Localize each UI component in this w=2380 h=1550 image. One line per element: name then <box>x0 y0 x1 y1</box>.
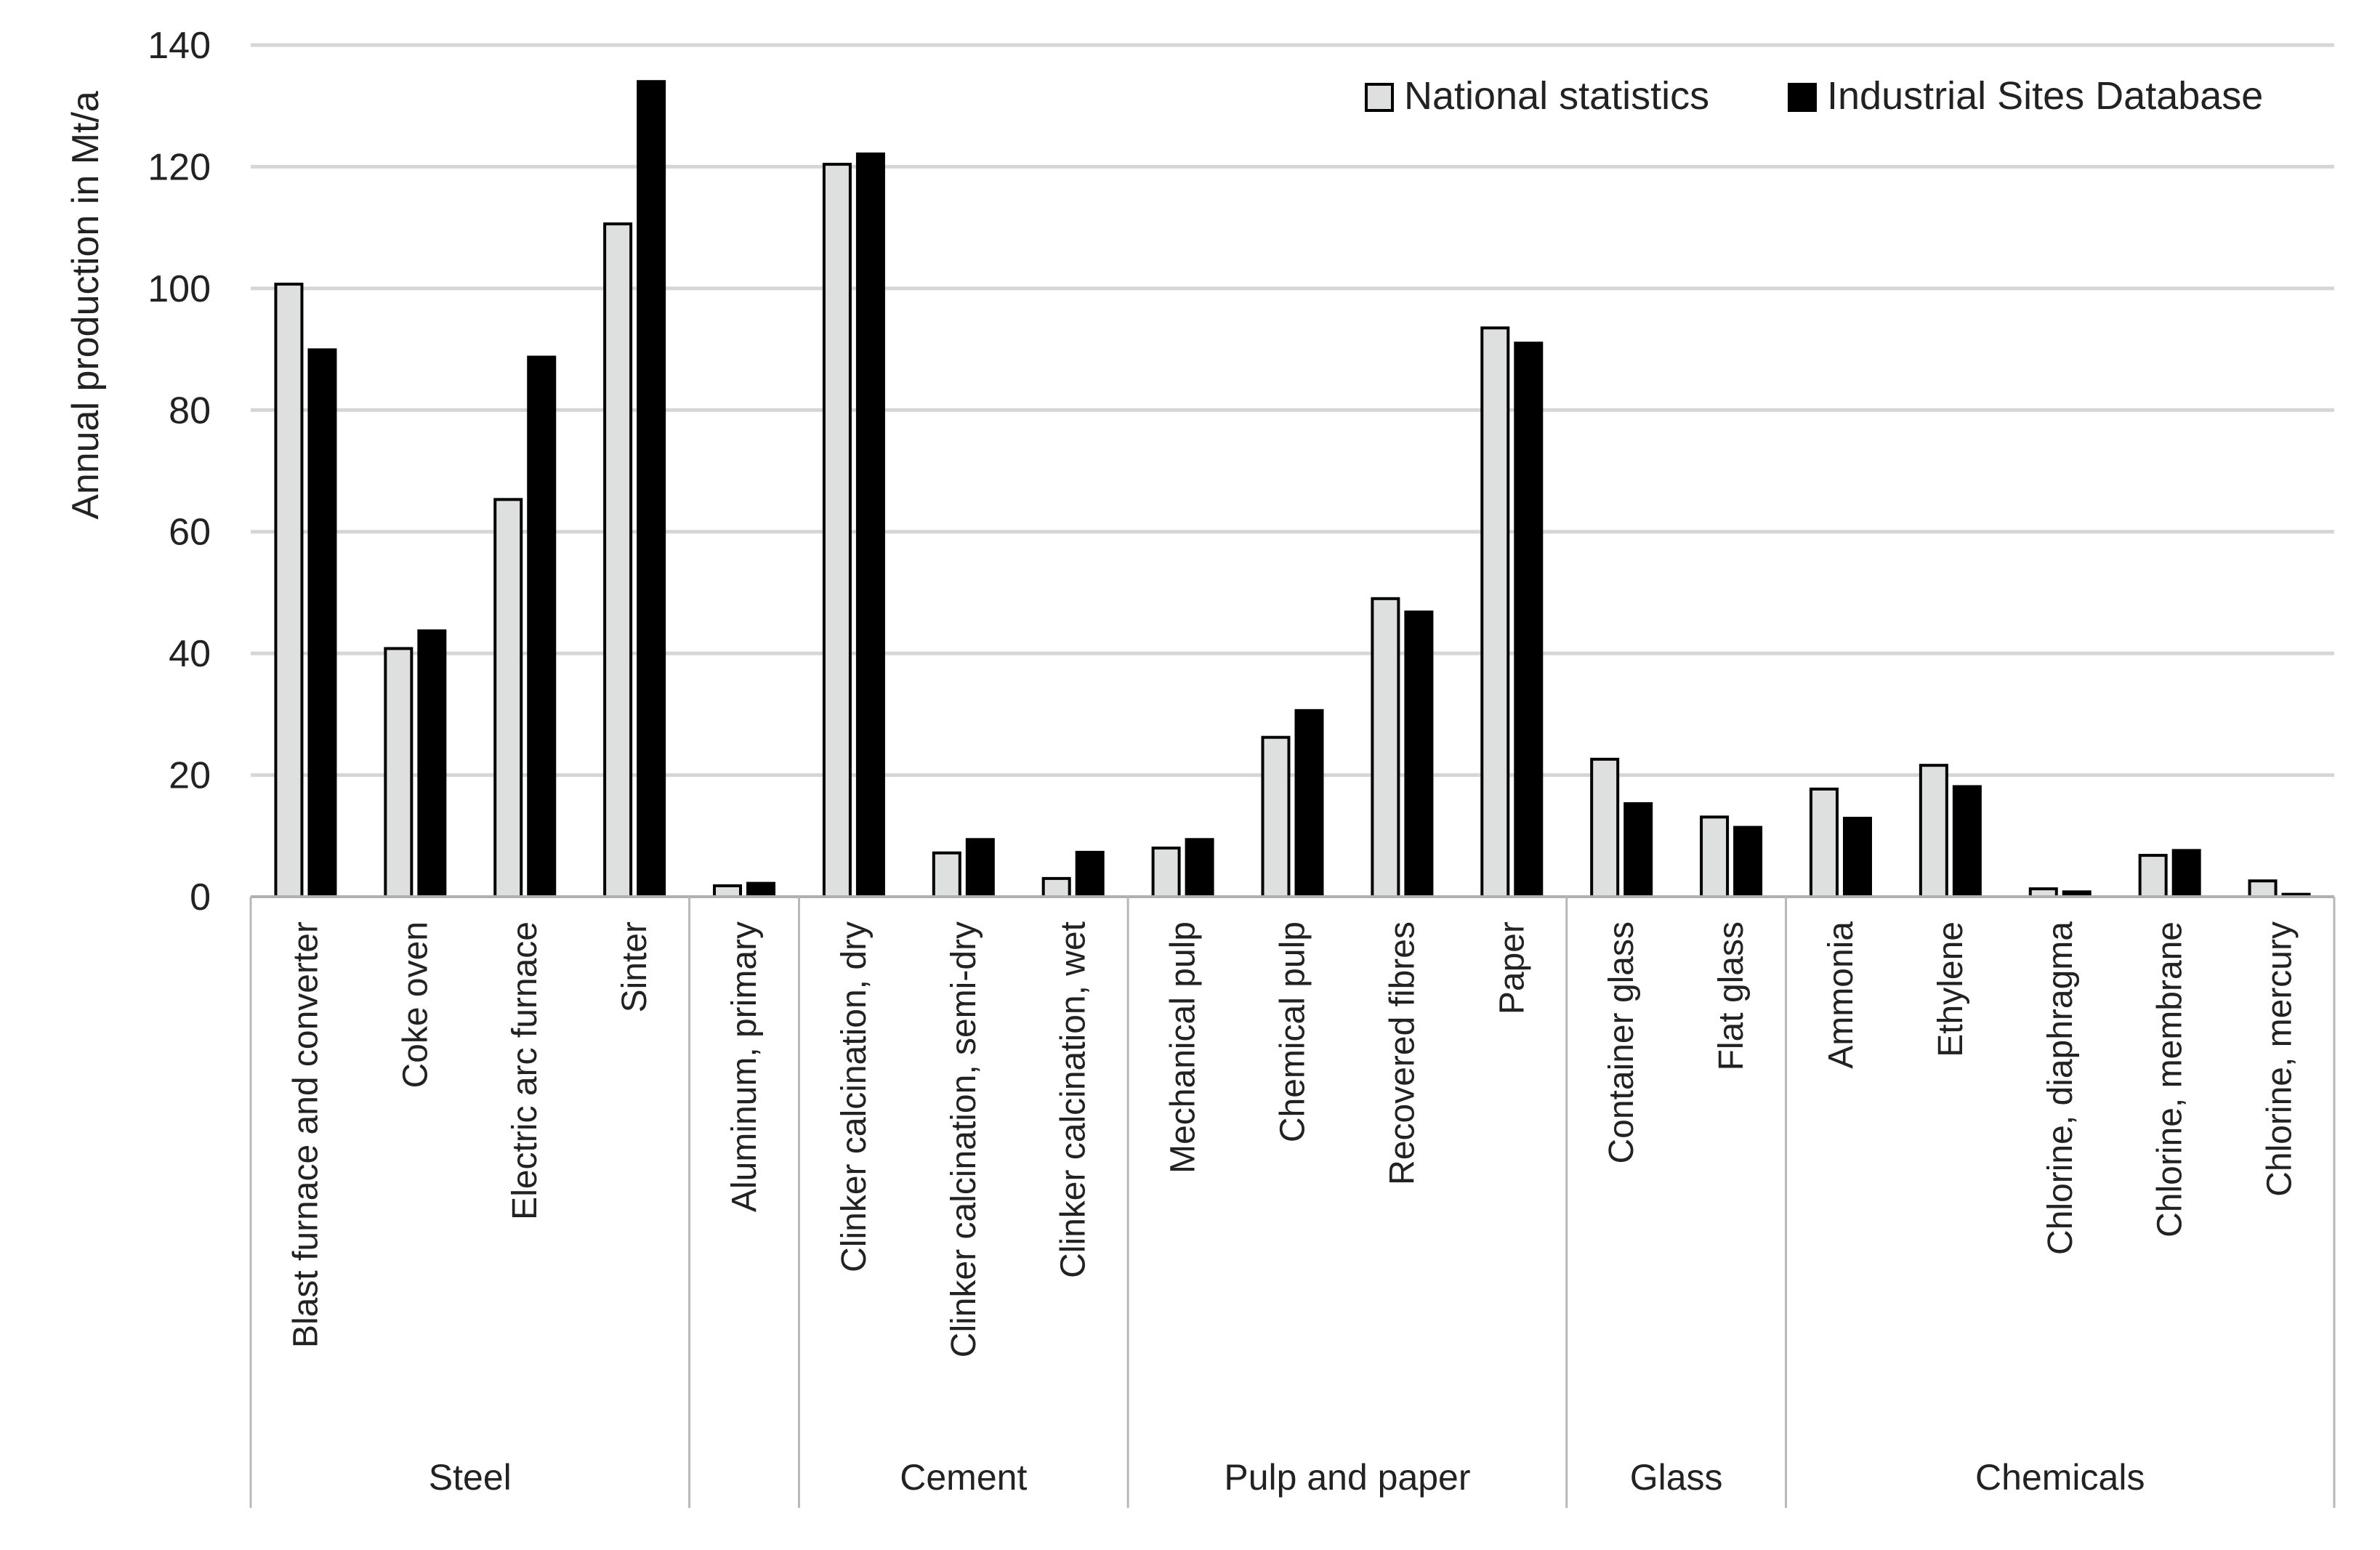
bar-industrial-sites-database-coke-oven <box>417 629 447 898</box>
bar-national-statistics-clinker-calcination-wet <box>1041 876 1071 899</box>
x-tick-label-clinker-calcination-dry: Clinker calcination, dry <box>835 921 874 1272</box>
bar-industrial-sites-database-recovered-fibres <box>1404 610 1434 899</box>
legend-label-industrial-sites-database: Industrial Sites Database <box>1827 74 2263 118</box>
x-tick-label-electric-arc-furnace: Electric arc furnace <box>506 921 544 1220</box>
x-tick-label-mechanical-pulp: Mechanical pulp <box>1164 921 1203 1174</box>
bar-industrial-sites-database-chlorine-membrane <box>2171 849 2201 899</box>
x-tick-label-aluminum-primary: Aluminum, primary <box>725 921 764 1212</box>
x-tick-label-coke-oven: Coke oven <box>396 921 435 1088</box>
y-tick-label-80: 80 <box>169 389 211 432</box>
bar-industrial-sites-database-chemical-pulp <box>1294 709 1324 898</box>
group-label-pulp-and-paper: Pulp and paper <box>1224 1457 1470 1498</box>
legend-swatch-national-statistics <box>1365 83 1394 112</box>
bar-industrial-sites-database-clinker-calcination-dry <box>855 152 885 898</box>
legend-label-national-statistics: National statistics <box>1404 74 1709 118</box>
bar-national-statistics-chlorine-mercury <box>2248 879 2278 898</box>
bar-industrial-sites-database-aluminum-primary <box>746 881 776 899</box>
x-tick-label-chemical-pulp: Chemical pulp <box>1274 921 1312 1142</box>
y-axis-label: Annual production in Mt/a <box>65 91 107 520</box>
x-tick-label-flat-glass: Flat glass <box>1712 921 1751 1070</box>
bar-national-statistics-paper <box>1480 326 1510 898</box>
bar-industrial-sites-database-sinter <box>637 80 666 899</box>
x-tick-label-container-glass: Container glass <box>1602 921 1641 1164</box>
x-axis-tick-labels: Blast furnace and converter Coke oven Elec… <box>286 921 2299 1357</box>
y-axis-ticks: 0 20 40 60 80 100 120 140 <box>148 25 211 919</box>
x-tick-label-recovered-fibres: Recovered fibres <box>1383 921 1421 1185</box>
category-groups: Steel Cement Pulp and paper Glass Chemicals <box>429 1457 2145 1498</box>
x-axis <box>249 895 2336 1508</box>
y-tick-label-120: 120 <box>148 146 211 188</box>
legend: National statistics Industrial Sites Dat… <box>1365 74 2263 118</box>
bar-industrial-sites-database-flat-glass <box>1733 826 1763 898</box>
bars <box>274 80 2311 899</box>
bar-industrial-sites-database-ethylene <box>1952 785 1982 899</box>
x-tick-label-ethylene: Ethylene <box>1932 921 1970 1057</box>
grid-lines <box>251 43 2334 778</box>
bar-national-statistics-recovered-fibres <box>1371 597 1400 898</box>
bar-industrial-sites-database-clinker-calcination-semi-dry <box>965 838 995 899</box>
bar-national-statistics-clinker-calcination-semi-dry <box>932 851 961 898</box>
bar-industrial-sites-database-clinker-calcination-wet <box>1075 850 1105 898</box>
y-tick-label-0: 0 <box>190 876 211 919</box>
x-tick-label-clinker-calcination-wet: Clinker calcination, wet <box>1054 921 1093 1278</box>
bar-national-statistics-chlorine-membrane <box>2138 854 2168 899</box>
y-tick-label-140: 140 <box>148 25 211 67</box>
bar-industrial-sites-database-ammonia <box>1842 817 1872 898</box>
bar-national-statistics-ammonia <box>1809 787 1839 898</box>
bar-industrial-sites-database-paper <box>1514 342 1544 898</box>
x-tick-label-clinker-calcination-semi-dry: Clinker calcination, semi-dry <box>945 921 983 1357</box>
y-tick-label-100: 100 <box>148 268 211 310</box>
group-label-steel: Steel <box>429 1457 512 1498</box>
y-tick-label-20: 20 <box>169 755 211 797</box>
bar-national-statistics-coke-oven <box>384 647 414 899</box>
bar-national-statistics-electric-arc-furnace <box>493 498 523 898</box>
bar-national-statistics-flat-glass <box>1700 815 1730 898</box>
group-label-glass: Glass <box>1630 1457 1723 1498</box>
bar-industrial-sites-database-electric-arc-furnace <box>527 355 557 898</box>
bar-industrial-sites-database-mechanical-pulp <box>1185 838 1214 899</box>
bar-national-statistics-blast-furnace-and-converter <box>274 282 304 898</box>
bar-national-statistics-chemical-pulp <box>1261 735 1291 898</box>
x-tick-label-chlorine-mercury: Chlorine, mercury <box>2261 921 2299 1197</box>
bar-national-statistics-ethylene <box>1919 764 1948 898</box>
legend-swatch-industrial-sites-database <box>1788 83 1817 112</box>
bar-industrial-sites-database-blast-furnace-and-converter <box>307 348 337 898</box>
bar-national-statistics-mechanical-pulp <box>1151 847 1181 898</box>
x-tick-label-ammonia: Ammonia <box>1822 921 1860 1069</box>
x-tick-label-paper: Paper <box>1493 921 1531 1014</box>
x-tick-label-blast-furnace-and-converter: Blast furnace and converter <box>286 921 325 1348</box>
group-label-chemicals: Chemicals <box>1975 1457 2145 1498</box>
y-tick-label-60: 60 <box>169 512 211 554</box>
bar-industrial-sites-database-container-glass <box>1623 802 1653 898</box>
group-label-cement: Cement <box>900 1457 1027 1498</box>
x-tick-label-chlorine-membrane: Chlorine, membrane <box>2151 921 2190 1238</box>
x-tick-label-sinter: Sinter <box>616 921 654 1012</box>
bar-national-statistics-container-glass <box>1590 757 1620 898</box>
x-tick-label-chlorine-diaphragma: Chlorine, diaphragma <box>2041 921 2080 1255</box>
bar-national-statistics-clinker-calcination-dry <box>822 163 852 898</box>
bar-national-statistics-sinter <box>603 222 633 898</box>
bar-national-statistics-aluminum-primary <box>713 884 743 898</box>
y-tick-label-40: 40 <box>169 633 211 675</box>
